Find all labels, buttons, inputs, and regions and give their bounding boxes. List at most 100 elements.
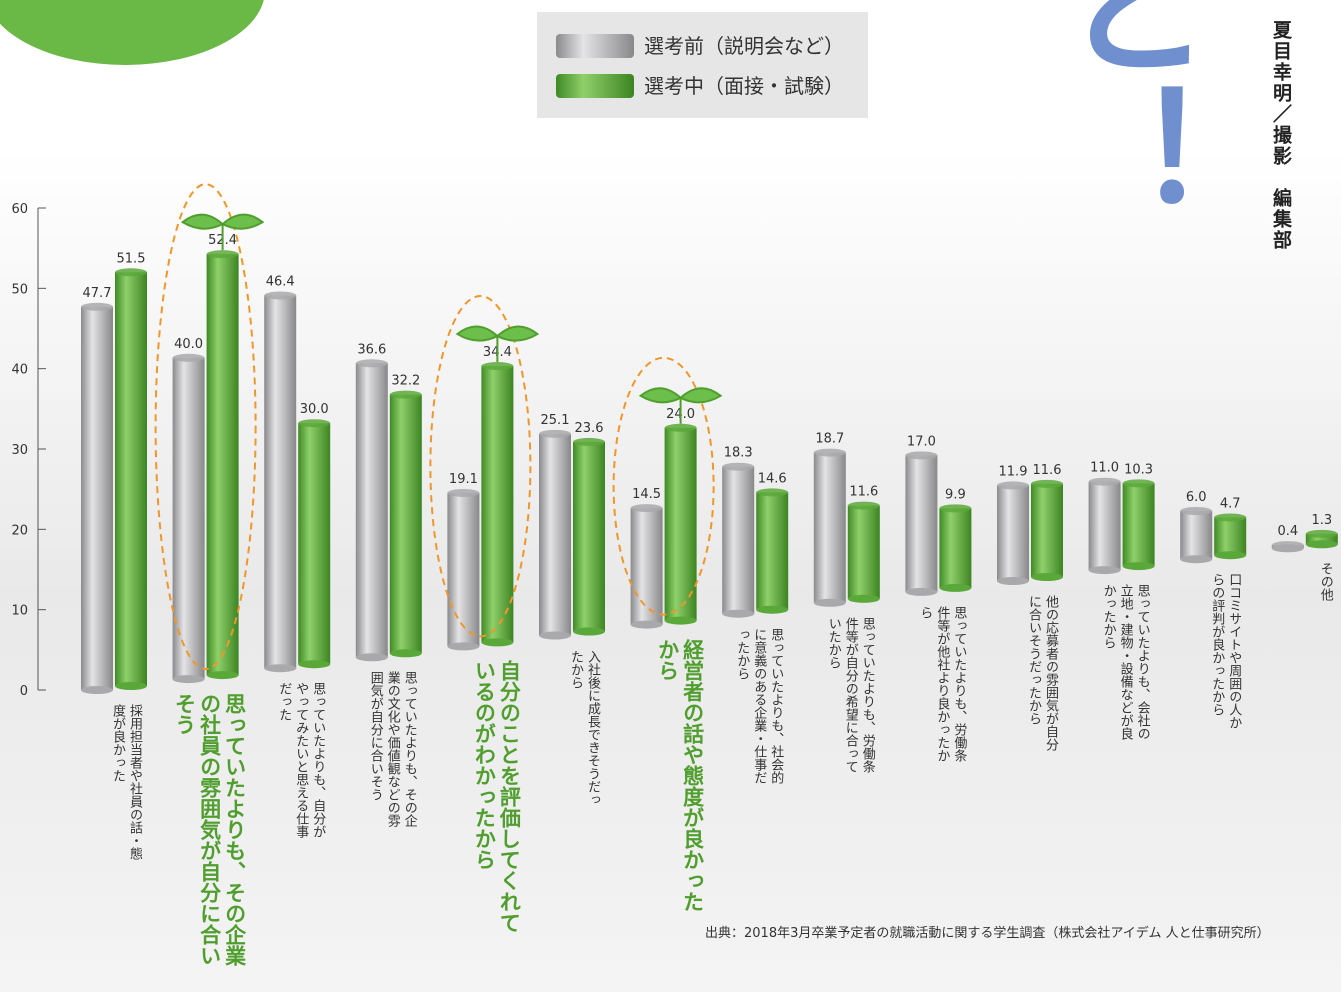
legend-swatch: [556, 74, 634, 98]
sprout: [638, 387, 723, 424]
bar: [1214, 517, 1247, 556]
bar-top: [1031, 479, 1063, 488]
category-label: 口コミサイトや周囲の人からの評判が良かったから: [1209, 573, 1242, 730]
bar-top: [1305, 529, 1338, 538]
bar-bottom: [756, 605, 789, 614]
bar-bottom: [813, 598, 846, 607]
bar: [298, 423, 331, 665]
y-tick-label: 40: [11, 363, 28, 378]
bar-top: [172, 353, 205, 362]
legend-label: 選考中（面接・試験）: [644, 74, 844, 98]
bar-top: [722, 462, 755, 471]
value-label: 18.3: [724, 446, 753, 461]
y-tick-label: 0: [20, 684, 28, 699]
category-label: 思っていたよりも、労働条件等が他社より良かったから: [917, 605, 967, 762]
bar-top: [264, 291, 297, 300]
bar: [539, 433, 571, 636]
sprout: [455, 325, 540, 363]
value-label: 18.7: [815, 432, 844, 447]
bar-bottom: [1305, 540, 1338, 549]
bar: [1088, 481, 1121, 571]
value-label: 23.6: [575, 421, 604, 436]
bar-top: [481, 362, 514, 371]
bar: [81, 306, 113, 690]
value-label: 10.3: [1124, 462, 1153, 477]
category-label: 思っていたよりも、労働条件等が自分の希望に合っていたから: [825, 616, 875, 773]
bar-bottom: [722, 609, 755, 618]
bar-bottom: [847, 594, 880, 603]
bar: [573, 441, 605, 632]
bar: [630, 508, 663, 625]
value-label: 30.0: [300, 402, 329, 417]
category-label: 自分のことを評価してくれているのがわかったから: [472, 660, 522, 934]
bar: [447, 492, 480, 647]
bar: [355, 363, 388, 658]
value-label: 11.6: [849, 485, 878, 500]
category-label: 他の応募者の雰囲気が自分に合いそうだったから: [1026, 595, 1058, 751]
bar: [481, 366, 514, 643]
bar: [1031, 483, 1063, 577]
speech-bubble: [0, 0, 264, 65]
bar-bottom: [1031, 573, 1063, 581]
bar-bottom: [389, 649, 422, 658]
y-tick-label: 10: [11, 604, 28, 619]
bar-bottom: [939, 583, 972, 592]
bar-top: [1180, 507, 1213, 515]
bar-top: [355, 359, 388, 368]
bar-top: [1088, 477, 1121, 486]
value-label: 47.7: [83, 286, 112, 301]
bar-top: [573, 437, 605, 446]
highlight-ellipse: [154, 183, 257, 671]
bar-top: [389, 390, 422, 399]
bar: [172, 357, 205, 680]
y-tick-label: 60: [11, 202, 28, 217]
value-label: 46.4: [266, 274, 295, 289]
y-tick-label: 20: [11, 523, 28, 538]
bar-bottom: [1122, 562, 1155, 571]
value-label: 4.7: [1220, 496, 1241, 511]
bar: [1305, 533, 1338, 545]
bar-bottom: [172, 675, 205, 684]
bar-bottom: [1214, 551, 1247, 560]
bar-top: [905, 451, 938, 460]
value-label: 19.1: [449, 472, 478, 487]
headline: と！: [1038, 0, 1212, 230]
value-label: 51.5: [117, 251, 146, 266]
bar-bottom: [115, 682, 147, 690]
bar-top: [756, 488, 789, 497]
y-tick-label: 50: [11, 282, 28, 297]
bar-top: [939, 504, 972, 513]
y-tick-label: 30: [11, 443, 28, 458]
bar-top: [664, 423, 697, 432]
highlight-ellipse: [612, 356, 715, 616]
bar-bottom: [447, 642, 480, 651]
legend-swatch: [556, 34, 634, 58]
bar: [997, 485, 1029, 581]
legend-box: [537, 12, 868, 118]
bar-bottom: [81, 686, 113, 694]
bar: [756, 492, 789, 610]
sprout: [180, 213, 265, 251]
bar-bottom: [905, 587, 938, 596]
bar-top: [115, 268, 147, 277]
category-label: 思っていたよりも、その企業の文化や価値観などの雰囲気が自分に合いそう: [367, 671, 417, 828]
credit: 夏目幸明／撮影 編集部: [1270, 20, 1292, 251]
value-label: 17.0: [907, 434, 936, 449]
category-label: 思っていたよりも、会社の立地・建物・設備などが良かったから: [1100, 584, 1150, 741]
bar-bottom: [298, 660, 331, 669]
bar: [847, 505, 880, 599]
bar: [1180, 511, 1213, 560]
bar-bottom: [573, 627, 605, 636]
category-label: 入社後に成長できそうだったから: [568, 649, 600, 806]
value-label: 14.6: [758, 471, 787, 486]
category-label: その他: [1317, 562, 1333, 602]
bar-top: [813, 448, 846, 457]
bar-top: [539, 429, 571, 438]
category-label: 採用担当者や社員の話・態度が良かった: [110, 704, 142, 860]
value-label: 11.6: [1033, 463, 1062, 478]
bar-bottom: [997, 577, 1029, 585]
bar-top: [1214, 513, 1247, 522]
bar-bottom: [1180, 555, 1213, 564]
